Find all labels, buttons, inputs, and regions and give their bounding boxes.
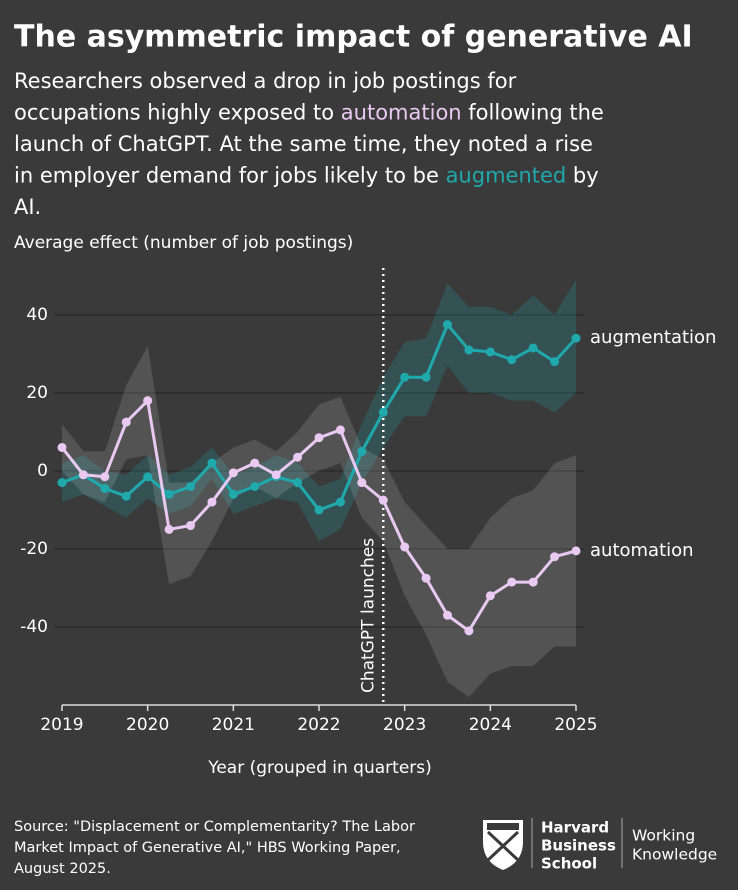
subtitle-part: by [566, 164, 605, 188]
point [443, 320, 452, 330]
y-tick-label: 40 [26, 305, 48, 325]
point [485, 591, 495, 601]
point [464, 626, 474, 636]
subtitle-part: augmented [446, 164, 567, 188]
point [143, 472, 153, 482]
school-name: Business [541, 837, 616, 855]
subtitle-part: automation [341, 101, 462, 125]
event-label: ChatGPT launches [358, 538, 378, 693]
x-tick-label: 2023 [383, 715, 426, 735]
y-tick-label: 0 [37, 461, 48, 481]
subtitle-part: occupations highly exposed to [14, 101, 341, 125]
y-tick-label: 20 [26, 383, 48, 403]
x-tick-label: 2025 [554, 715, 597, 735]
x-tick-label: 2022 [297, 715, 340, 735]
point [421, 573, 431, 583]
point [314, 433, 324, 443]
subtitle-part: AI. [14, 195, 41, 219]
point [186, 521, 195, 531]
point [400, 542, 410, 552]
x-axis-title: Year (grouped in quarters) [207, 758, 432, 778]
point [164, 524, 174, 534]
point [293, 452, 303, 462]
confidence-band [62, 346, 576, 698]
point [507, 577, 517, 587]
school-name: Harvard [541, 819, 609, 837]
y-tick-label: -20 [20, 539, 48, 559]
x-tick-label: 2020 [126, 715, 169, 735]
confidence-band [62, 279, 576, 542]
point [421, 372, 431, 382]
point [250, 482, 260, 491]
point [207, 458, 217, 468]
point [443, 610, 452, 620]
source: August 2025. [14, 861, 111, 877]
subtitle-part: launch of ChatGPT. At the same time, the… [14, 132, 600, 156]
point [100, 483, 110, 493]
point [57, 478, 67, 488]
point [121, 417, 131, 427]
x-tick-label: 2019 [40, 715, 83, 735]
y-tick-label: -40 [20, 617, 48, 637]
chart-title: The asymmetric impact of generative AI [14, 20, 693, 55]
point [507, 355, 517, 365]
point [250, 458, 260, 468]
x-tick-label: 2021 [212, 715, 255, 735]
publication-name: Working [632, 827, 695, 845]
point [335, 497, 345, 507]
point [485, 347, 495, 357]
point [571, 333, 581, 343]
x-tick-label: 2024 [469, 715, 512, 735]
point [357, 478, 367, 488]
y-axis-title: Average effect (number of job postings) [14, 233, 353, 253]
point [143, 396, 153, 406]
subtitle-part: following the [462, 101, 611, 125]
point [357, 446, 367, 456]
source: Source: "Displacement or Complementarity… [14, 819, 415, 835]
point [335, 425, 345, 435]
point [121, 491, 131, 501]
point [100, 472, 110, 482]
point [186, 482, 195, 491]
point [378, 407, 388, 417]
subtitle: Researchers observed a drop in job posti… [14, 69, 611, 219]
series-label: augmentation [590, 327, 716, 348]
point [271, 470, 281, 480]
point [550, 552, 560, 562]
hbs-shield [483, 820, 523, 870]
subtitle-part: Researchers observed a drop in job posti… [14, 69, 523, 93]
point [528, 343, 538, 353]
point [314, 505, 324, 515]
point [293, 478, 303, 488]
point [464, 345, 474, 355]
series-label: automation [590, 540, 694, 561]
point [78, 470, 88, 480]
publication-name: Knowledge [632, 846, 717, 864]
point [228, 468, 238, 478]
school-name: School [541, 855, 597, 873]
point [400, 372, 410, 382]
point [57, 442, 67, 452]
point [528, 577, 538, 587]
point [571, 546, 581, 556]
source: Market Impact of Generative AI," HBS Wor… [14, 840, 401, 856]
point [378, 495, 388, 505]
point [164, 489, 174, 499]
point [550, 357, 560, 367]
point [228, 489, 238, 499]
subtitle-part: in employer demand for jobs likely to be [14, 164, 446, 188]
point [207, 497, 217, 507]
